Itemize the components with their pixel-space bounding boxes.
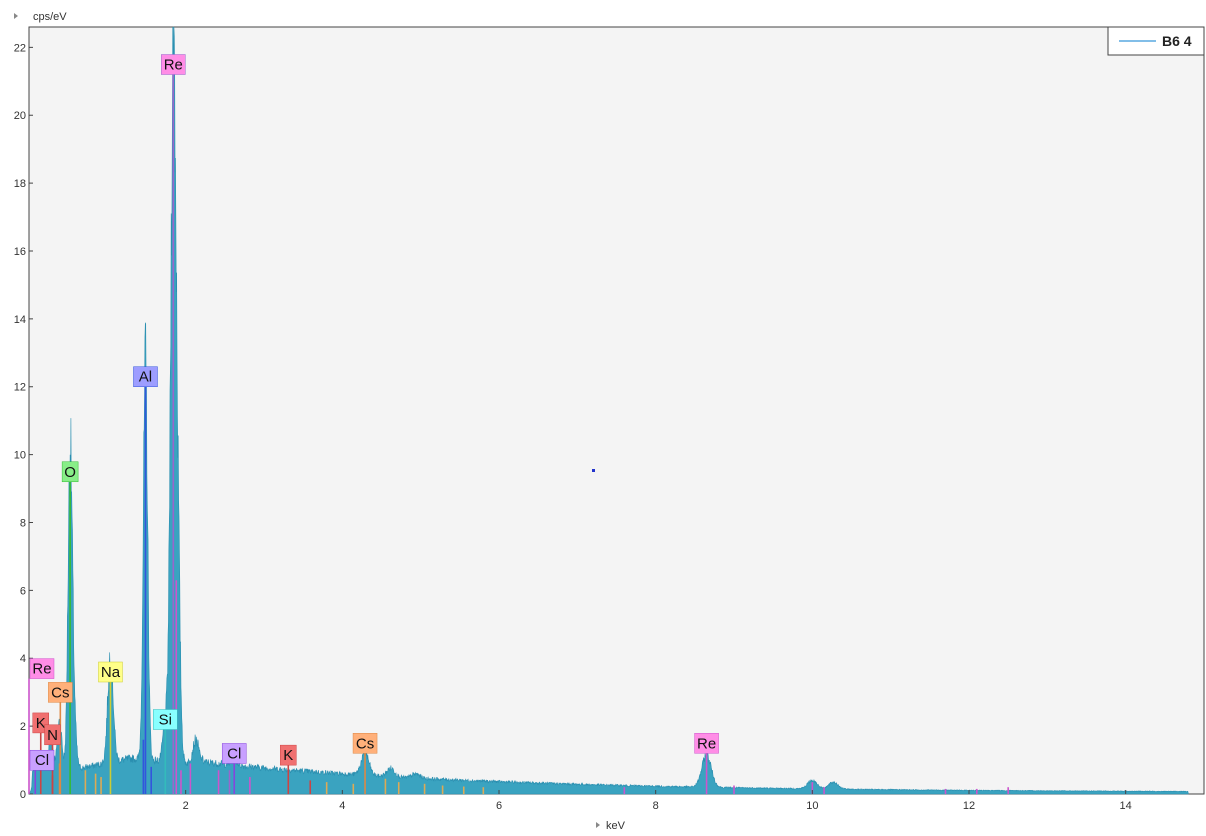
element-label-box [153,709,178,730]
x-tick-label: 6 [496,800,502,812]
element-label-o[interactable]: O [61,461,79,483]
x-tick-label: 8 [653,800,659,812]
element-label-text: Cs [51,684,69,701]
element-label-box [280,744,297,766]
element-label-box [221,743,247,764]
element-label-text: Cl [227,745,241,762]
x-tick-label: 10 [806,800,818,812]
y-tick-label: 8 [20,517,26,529]
y-tick-label: 16 [14,246,26,258]
element-label-re[interactable]: Re [29,658,55,679]
element-label-text: Re [697,735,716,752]
element-label-text: K [36,715,46,732]
y-tick-label: 22 [14,42,26,54]
x-axis-title: keV [606,820,626,832]
y-tick-label: 10 [14,450,26,462]
element-label-cl[interactable]: Cl [221,743,247,764]
x-axis-expand-arrow-icon[interactable] [596,822,600,828]
x-tick-label: 12 [963,800,975,812]
y-tick-label: 4 [20,653,26,665]
element-label-cs[interactable]: Cs [48,682,73,703]
element-label-box [29,658,55,679]
element-label-re[interactable]: Re [694,733,719,754]
element-label-na[interactable]: Na [98,661,123,683]
element-label-text: Re [164,57,183,74]
y-tick-label: 6 [20,585,26,597]
legend-label: B6 4 [1162,33,1192,49]
element-label-text: Re [32,661,51,678]
y-tick-label: 12 [14,382,26,394]
plot-area [28,26,1205,795]
element-label-n[interactable]: N [44,724,61,746]
y-tick-label: 20 [14,110,26,122]
element-label-box [133,366,158,387]
element-label-text: Si [159,712,172,729]
y-tick-label: 14 [14,314,26,326]
element-label-text: K [283,747,293,764]
cursor-dot [592,469,595,472]
element-label-box [29,749,55,771]
y-axis-title: cps/eV [33,11,67,23]
x-tick-label: 14 [1120,800,1132,812]
element-label-box [694,733,719,754]
element-label-al[interactable]: Al [133,366,158,387]
element-label-box [352,733,378,754]
element-label-cs[interactable]: Cs [352,733,378,754]
element-label-text: Cs [356,735,374,752]
element-label-text: O [64,464,76,481]
y-axis-expand-arrow-icon[interactable] [14,13,18,19]
element-label-text: Cl [35,752,49,769]
element-label-text: Al [139,369,152,386]
y-tick-label: 0 [20,789,26,801]
element-label-re[interactable]: Re [161,54,186,75]
element-label-box [98,661,123,683]
element-label-box [48,682,73,703]
x-tick-label: 4 [339,800,345,812]
element-label-text: N [47,727,58,744]
legend: B6 4 [1107,26,1205,56]
element-label-box [44,724,61,746]
element-label-cl[interactable]: Cl [29,749,55,771]
element-label-k[interactable]: K [280,744,297,766]
x-tick-label: 2 [183,800,189,812]
element-label-text: Na [101,664,121,681]
element-label-si[interactable]: Si [153,709,178,730]
element-label-box [161,54,186,75]
y-tick-label: 2 [20,721,26,733]
marker-lines-layer [51,580,1009,794]
y-tick-label: 18 [14,178,26,190]
element-label-box [61,461,79,483]
